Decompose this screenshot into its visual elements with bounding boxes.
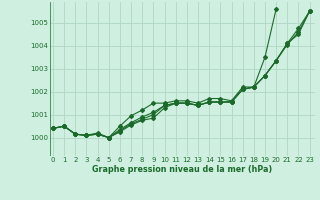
X-axis label: Graphe pression niveau de la mer (hPa): Graphe pression niveau de la mer (hPa) — [92, 165, 273, 174]
